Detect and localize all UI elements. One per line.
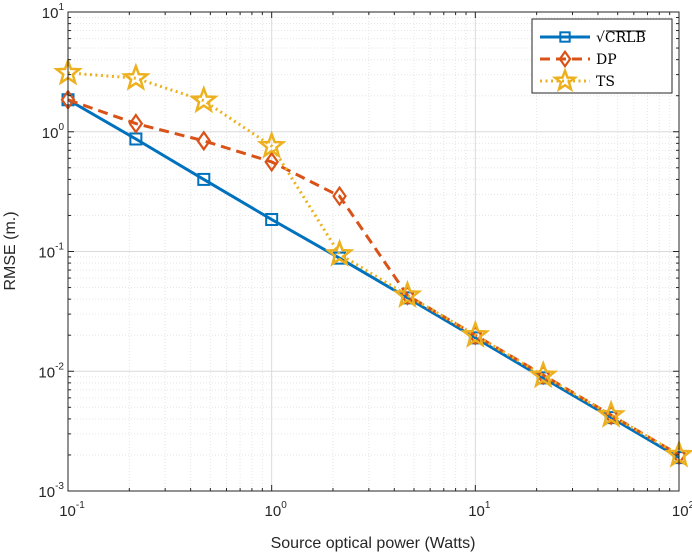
diamond-marker (128, 113, 144, 134)
star-marker (528, 359, 559, 389)
y-tick-label: 100 (42, 122, 65, 142)
star-marker (596, 399, 626, 428)
star-marker (551, 67, 579, 93)
legend-box (531, 18, 673, 94)
y-tick-label: 10-2 (38, 361, 64, 381)
x-tick-label: 10-1 (59, 500, 85, 520)
legend: √CRLB DP TS (531, 18, 673, 94)
star-marker (256, 130, 287, 159)
star-marker (188, 85, 219, 114)
y-tick-label: 10-1 (38, 242, 64, 262)
y-axis-label: RMSE (m.) (2, 211, 19, 290)
star-marker (460, 319, 491, 348)
diamond-marker (332, 185, 347, 207)
star-marker (324, 238, 355, 267)
series-line (67, 98, 680, 459)
x-tick-label: 100 (265, 500, 288, 520)
x-tick-label: 102 (672, 500, 692, 520)
star-marker (121, 62, 151, 91)
legend-label: √CRLB (596, 30, 646, 46)
diamond-marker (264, 151, 280, 173)
x-tick-label: 101 (468, 500, 491, 520)
square-marker (265, 213, 279, 227)
square-marker (197, 172, 211, 186)
legend-label: TS (596, 74, 615, 90)
diamond-marker (558, 49, 572, 69)
square-marker (559, 31, 571, 43)
tick-labels: 10-1 100 101 102 10-3 10-2 10-1 100 101 (38, 2, 692, 520)
y-tick-label: 10-3 (38, 481, 64, 501)
tick-marks (67, 11, 680, 492)
x-axis-label: Source optical power (Watts) (271, 535, 476, 552)
y-tick-label: 101 (42, 2, 65, 22)
star-marker (392, 279, 423, 309)
diamond-marker (196, 130, 212, 152)
legend-label: DP (596, 52, 617, 68)
